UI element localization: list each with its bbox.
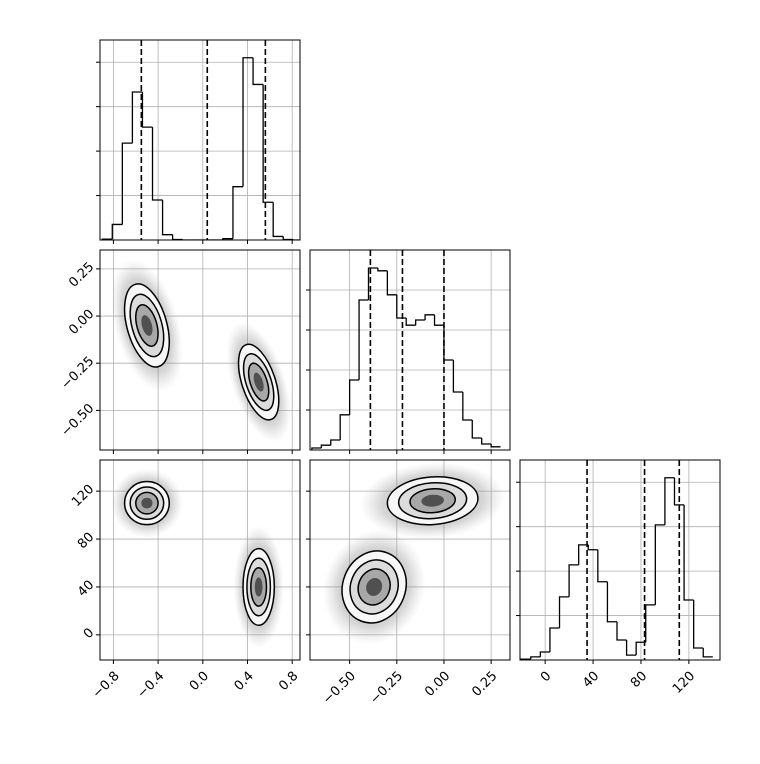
x-tick-label: 40 <box>580 669 602 691</box>
histogram-bin <box>340 415 349 440</box>
x-tick-label: 120 <box>670 669 698 697</box>
y-tick-label: 80 <box>75 530 97 552</box>
histogram-bin <box>569 565 579 597</box>
histogram-bin <box>153 127 163 200</box>
histogram-bin <box>359 300 368 380</box>
y-tick-label: 120 <box>69 482 97 510</box>
x-tick-label: 0.25 <box>469 669 500 700</box>
x-tick-label: 80 <box>628 669 650 691</box>
histogram-bin <box>491 444 500 447</box>
x-tick-label: 0.8 <box>276 669 301 694</box>
x-tick-label: −0.4 <box>134 669 167 702</box>
histogram-bin <box>444 325 453 360</box>
panel <box>520 460 720 660</box>
histogram-bin <box>463 392 472 420</box>
histogram-bin <box>163 200 173 235</box>
histogram-bin <box>453 360 462 392</box>
y-tick-label: 0.00 <box>66 307 97 338</box>
y-tick-label: 0 <box>81 626 97 642</box>
y-tick-label: −0.50 <box>59 401 98 440</box>
panel <box>98 250 304 450</box>
panel-frame <box>100 40 300 240</box>
panel <box>100 40 303 240</box>
x-tick-label: −0.25 <box>367 669 406 708</box>
histogram-bin <box>253 58 263 85</box>
histogram-bin <box>646 605 656 642</box>
histogram-bin <box>243 58 253 187</box>
histogram-bin <box>472 420 481 438</box>
histogram-bin <box>665 478 675 525</box>
histogram-bin <box>406 318 415 325</box>
y-tick-label: −0.25 <box>59 354 98 393</box>
y-tick-label: 0.25 <box>66 260 97 291</box>
histogram-bin <box>703 648 713 657</box>
histogram-bin <box>531 657 541 659</box>
histogram-bin <box>560 597 570 628</box>
histogram-bin <box>425 315 434 320</box>
x-tick-label: 0.0 <box>187 669 212 694</box>
x-tick-label: 0 <box>538 669 554 685</box>
x-tick-label: 0.00 <box>422 669 453 700</box>
histogram-bin <box>397 295 406 318</box>
histogram-bin <box>142 92 152 127</box>
x-tick-label: −0.50 <box>320 669 359 708</box>
histogram-bin <box>617 622 627 640</box>
histogram-bin <box>550 628 560 652</box>
histogram-bin <box>435 315 444 325</box>
histogram-bin <box>694 600 704 648</box>
histogram-bin <box>416 320 425 325</box>
density-contour <box>141 498 152 509</box>
histogram-bin <box>321 445 330 448</box>
histogram-bin <box>273 202 283 236</box>
histogram-bin <box>350 380 359 415</box>
panel <box>307 457 510 660</box>
density-contour <box>255 577 263 596</box>
x-tick-label: 0.4 <box>232 669 257 694</box>
histogram-bin <box>331 440 340 445</box>
x-tick-label: −0.8 <box>90 669 123 702</box>
histogram-bin <box>627 640 637 655</box>
histogram-bin <box>598 550 608 582</box>
histogram-bin <box>173 235 183 240</box>
histogram-bin <box>655 525 665 605</box>
histogram-bin <box>233 187 243 239</box>
histogram-bin <box>482 438 491 444</box>
panel <box>310 250 510 450</box>
histogram-bin <box>387 271 396 295</box>
panel <box>100 460 300 660</box>
histogram-bin <box>378 268 387 271</box>
histogram-bin <box>122 143 132 224</box>
y-tick-label: 40 <box>75 578 97 600</box>
